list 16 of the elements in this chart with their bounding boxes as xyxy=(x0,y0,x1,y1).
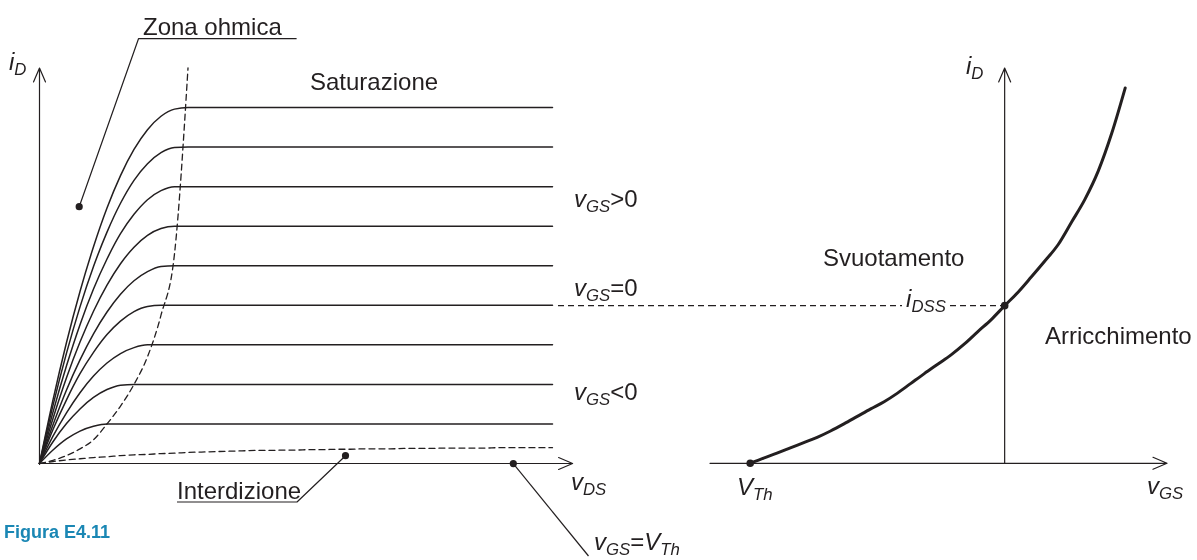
x-axis-title: v$_{DS}$ xyxy=(571,468,608,500)
text: v$_{GS}$=0 xyxy=(574,274,638,306)
text: Figura E4.11 xyxy=(4,522,111,542)
y-axis-title: i$_{D}$ xyxy=(9,48,27,80)
text: v$_{GS}$>0 xyxy=(574,185,638,217)
annotation: Svuotamento xyxy=(823,244,965,271)
ref-line-label: i$_{DSS}$ xyxy=(906,284,947,316)
annotation: Saturazione xyxy=(310,68,439,95)
text: Interdizione xyxy=(177,477,302,504)
text: Zona ohmica xyxy=(143,12,283,40)
annotation: Arricchimento xyxy=(1045,322,1192,349)
x-axis-title: v$_{GS}$ xyxy=(1147,472,1185,504)
text: v$_{GS}$=V$_{Th}$ xyxy=(594,528,680,560)
text: v$_{GS}$<0 xyxy=(574,378,638,410)
text: V$_{Th}$ xyxy=(737,473,773,505)
y-axis-title: i$_{D}$ xyxy=(966,52,984,84)
